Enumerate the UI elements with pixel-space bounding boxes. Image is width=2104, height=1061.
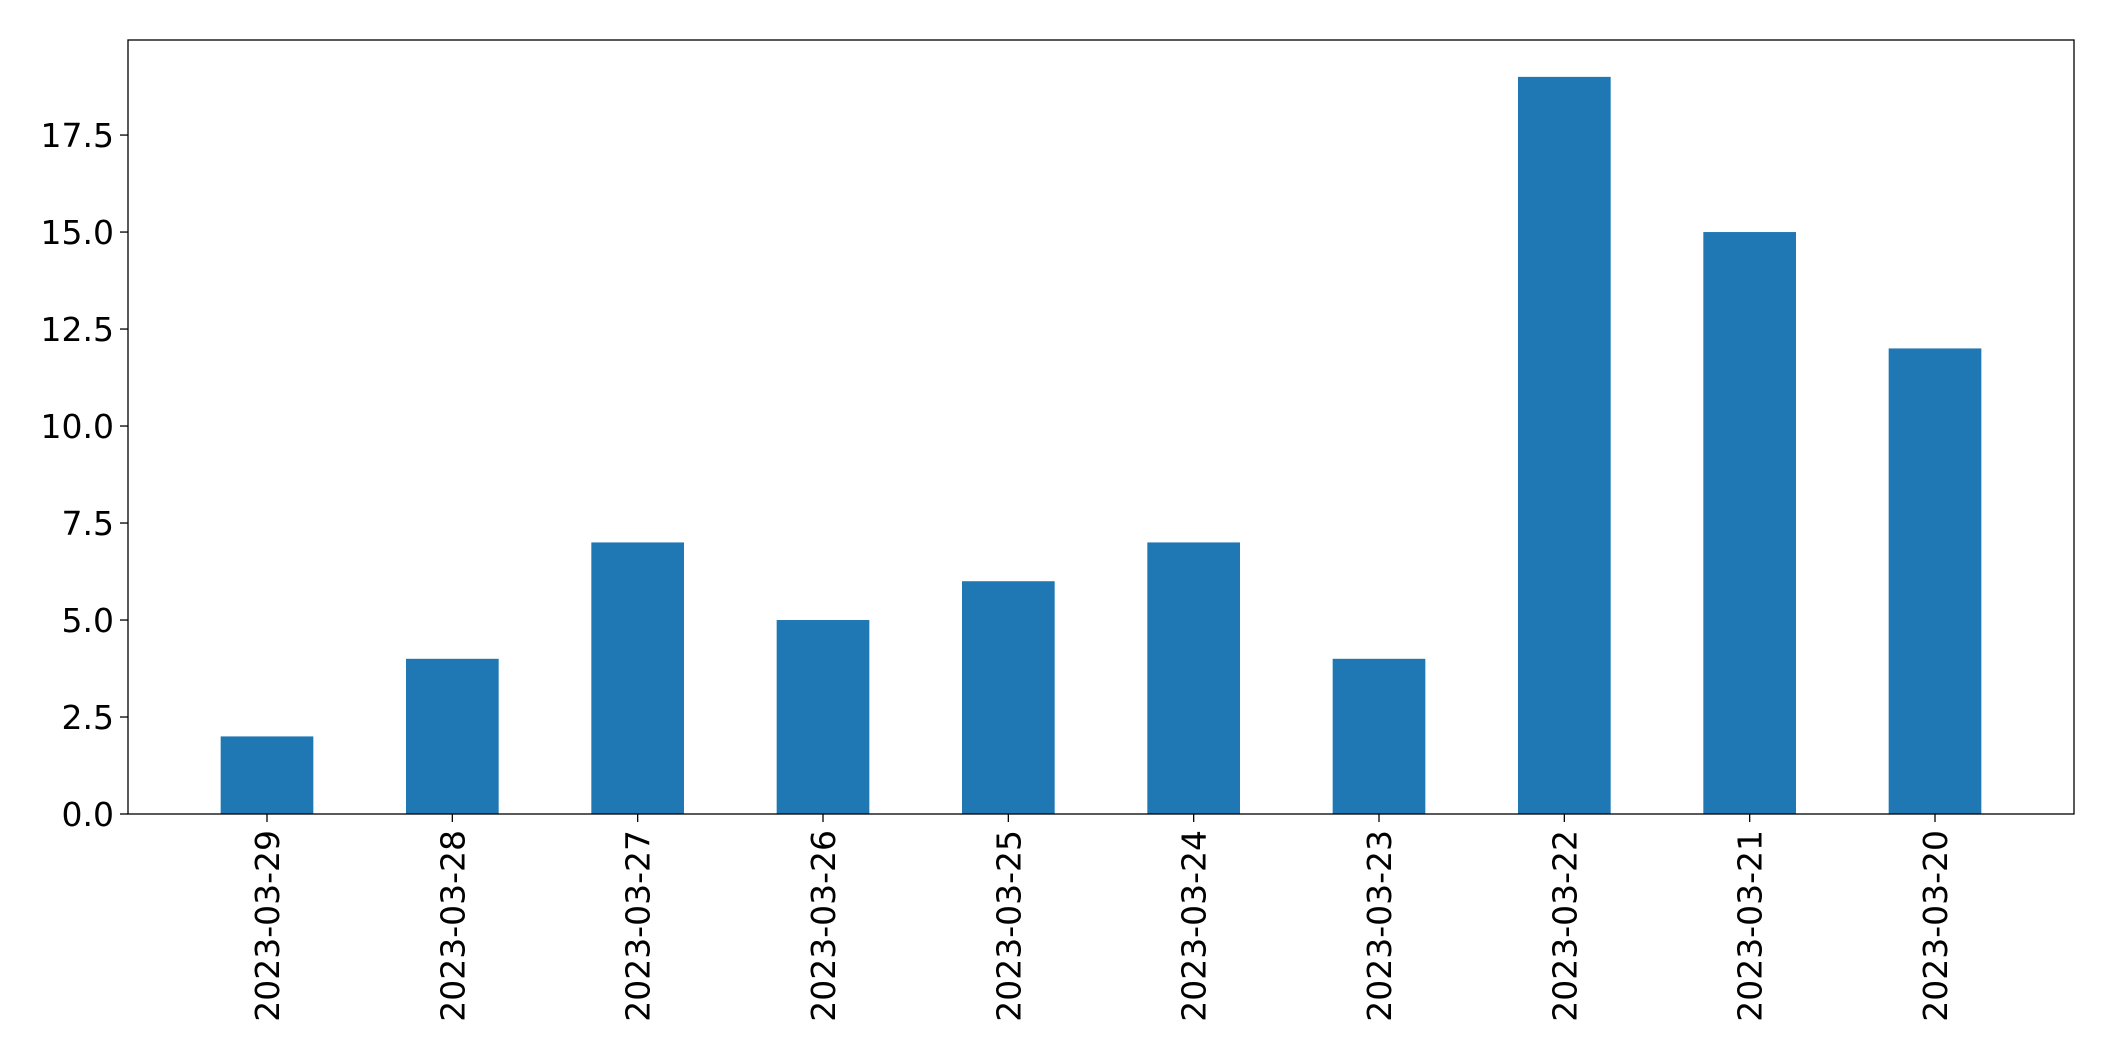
bar-2023-03-24 [1147,542,1240,814]
x-tick-label: 2023-03-26 [804,830,843,1022]
x-tick-label: 2023-03-20 [1916,830,1955,1022]
y-tick-label: 2.5 [62,698,114,737]
bar-2023-03-28 [406,658,499,814]
bar-2023-03-23 [1332,658,1426,814]
y-tick-label: 15.0 [41,213,114,252]
bar-2023-03-29 [220,736,314,814]
y-tick-label: 12.5 [41,310,114,349]
x-tick-label: 2023-03-27 [619,830,658,1022]
bar-2023-03-27 [591,542,684,814]
y-tick-label: 0.0 [62,795,114,834]
x-tick-label: 2023-03-25 [989,830,1028,1022]
bar-2023-03-25 [962,581,1055,814]
y-tick-label: 7.5 [62,504,114,543]
x-tick-label: 2023-03-23 [1360,830,1399,1022]
plot-frame [127,39,2075,815]
x-axis: 2023-03-29 2023-03-28 2023-03-27 2023-03-26… [248,814,1955,1022]
bars-group [220,76,1982,815]
x-tick-label: 2023-03-29 [248,830,287,1022]
bar-2023-03-21 [1703,232,1796,815]
bar-2023-03-20 [1888,348,1982,814]
x-tick-label: 2023-03-22 [1545,830,1584,1022]
y-tick-label: 10.0 [41,407,114,446]
bar-2023-03-26 [776,620,870,814]
x-tick-label: 2023-03-24 [1175,830,1214,1022]
y-tick-label: 17.5 [41,116,114,155]
y-axis: 0.0 2.5 5.0 7.5 10.0 12.5 15.0 17.5 [41,116,128,834]
x-tick-label: 2023-03-21 [1731,830,1770,1022]
bar-2023-03-22 [1518,76,1611,815]
x-tick-label: 2023-03-28 [433,830,472,1022]
y-tick-label: 5.0 [62,601,114,640]
